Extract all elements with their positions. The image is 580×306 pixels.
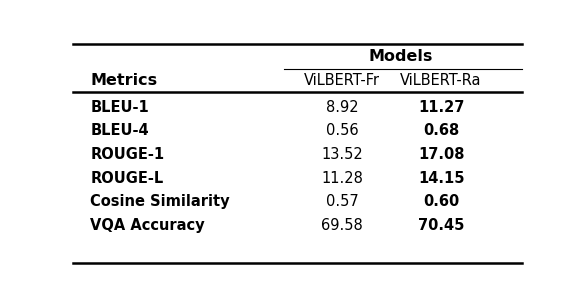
Text: 17.08: 17.08 <box>418 147 465 162</box>
Text: ViLBERT-Ra: ViLBERT-Ra <box>400 73 482 88</box>
Text: 8.92: 8.92 <box>326 100 358 115</box>
Text: ViLBERT-Fr: ViLBERT-Fr <box>304 73 380 88</box>
Text: 0.57: 0.57 <box>326 194 358 209</box>
Text: BLEU-4: BLEU-4 <box>90 123 149 139</box>
Text: 0.68: 0.68 <box>423 123 459 139</box>
Text: 0.60: 0.60 <box>423 194 459 209</box>
Text: ROUGE-1: ROUGE-1 <box>90 147 165 162</box>
Text: 69.58: 69.58 <box>321 218 363 233</box>
Text: VQA Accuracy: VQA Accuracy <box>90 218 205 233</box>
Text: Metrics: Metrics <box>90 73 158 88</box>
Text: ROUGE-L: ROUGE-L <box>90 170 164 186</box>
Text: 14.15: 14.15 <box>418 170 465 186</box>
Text: 11.27: 11.27 <box>418 100 464 115</box>
Text: 13.52: 13.52 <box>321 147 363 162</box>
Text: BLEU-1: BLEU-1 <box>90 100 149 115</box>
Text: Cosine Similarity: Cosine Similarity <box>90 194 230 209</box>
Text: 11.28: 11.28 <box>321 170 363 186</box>
Text: Models: Models <box>368 49 433 64</box>
Text: 0.56: 0.56 <box>326 123 358 139</box>
Text: 70.45: 70.45 <box>418 218 464 233</box>
